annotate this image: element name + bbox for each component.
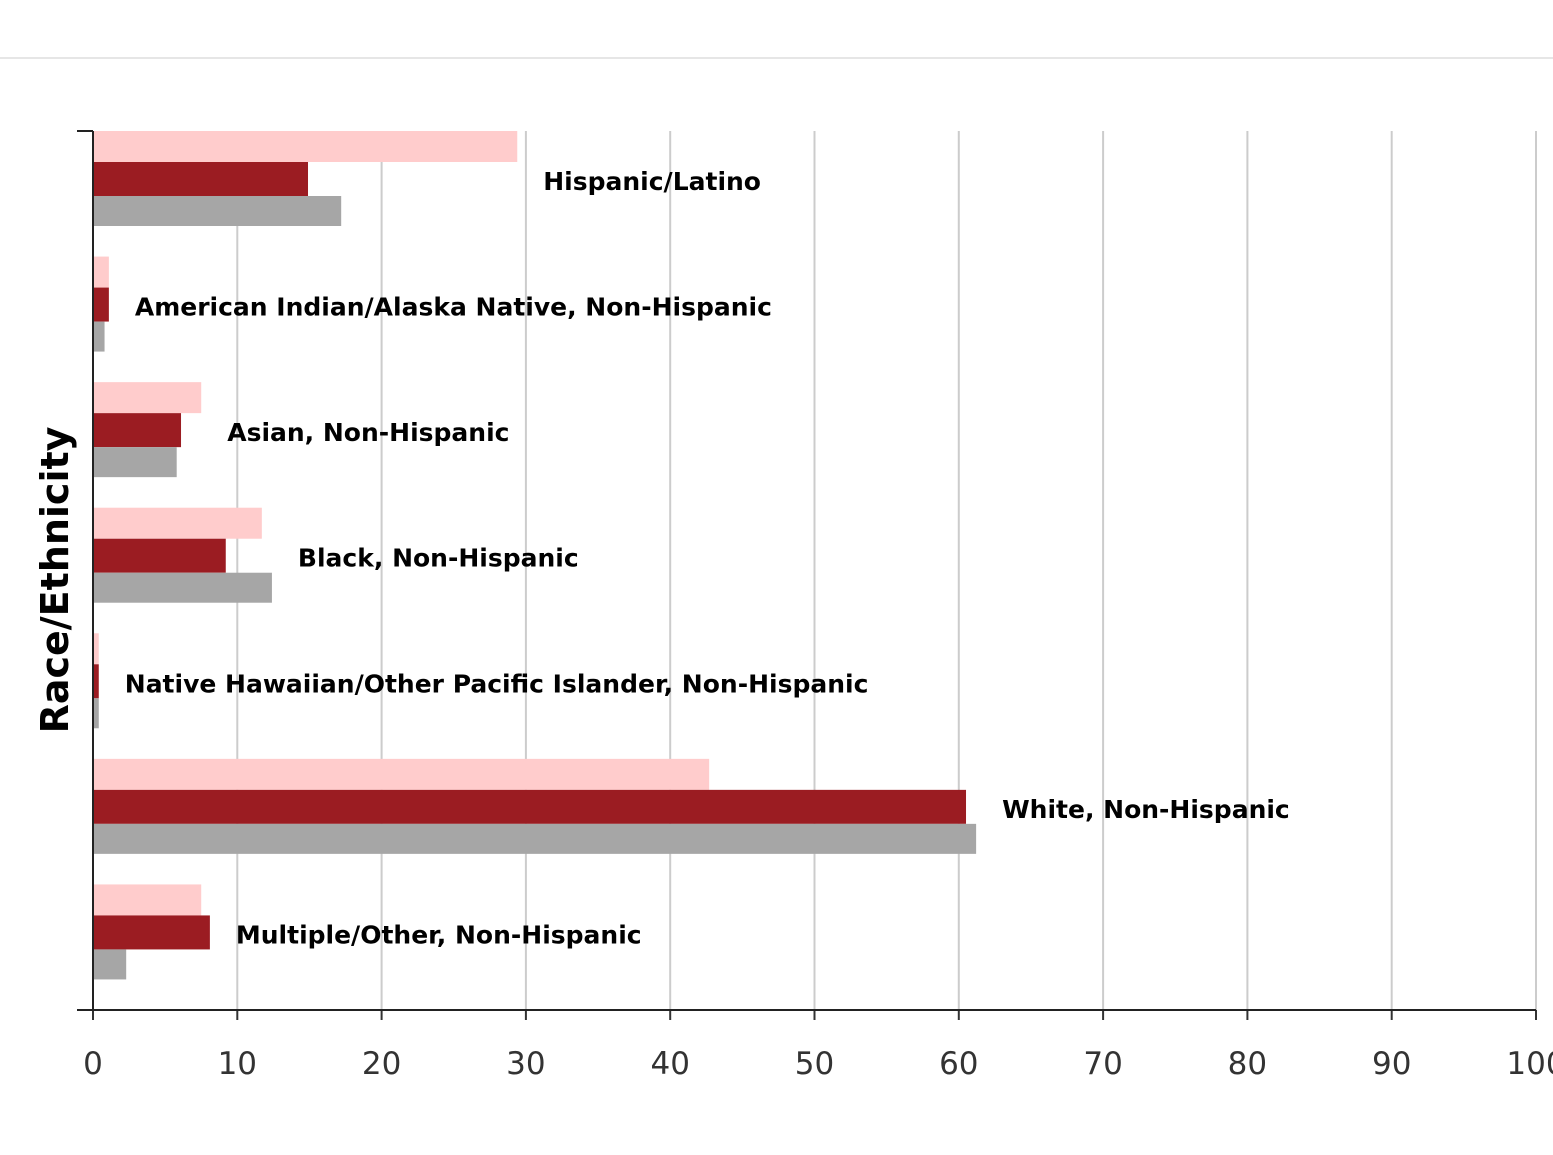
x-tick-label: 10 [218, 1046, 257, 1082]
category-label: American Indian/Alaska Native, Non-Hispa… [135, 293, 772, 322]
gridlines [236, 131, 1537, 1010]
bar-series1-3 [93, 507, 262, 539]
category-label: Black, Non-Hispanic [298, 544, 579, 573]
bar-series3-0 [93, 196, 342, 226]
x-tick-label: 90 [1372, 1046, 1411, 1082]
x-tick-label: 80 [1228, 1046, 1267, 1082]
bar-series2-4 [93, 664, 99, 699]
x-tick-label: 100 [1506, 1046, 1553, 1082]
x-tick-label: 70 [1083, 1046, 1122, 1082]
bar-series1-2 [93, 382, 202, 414]
bar-series3-4 [93, 698, 99, 729]
bar-series3-6 [93, 949, 127, 980]
category-label: Hispanic/Latino [543, 167, 761, 196]
bar-series2-0 [93, 162, 309, 196]
x-tick-label: 50 [795, 1046, 834, 1082]
bar-series2-5 [93, 789, 967, 824]
category-label: Asian, Non-Hispanic [227, 418, 509, 447]
x-tick-label: 60 [939, 1046, 978, 1082]
bar-series3-2 [93, 447, 177, 478]
bar-series1-1 [93, 256, 109, 288]
x-tick-label: 20 [362, 1046, 401, 1082]
bar-series2-2 [93, 413, 182, 448]
bar-series2-6 [93, 915, 210, 950]
bar-series3-3 [93, 572, 272, 603]
bar-series1-5 [93, 758, 710, 790]
bar-series3-1 [93, 321, 105, 352]
axes [77, 130, 1537, 1020]
x-tick-label: 40 [650, 1046, 689, 1082]
bar-series2-1 [93, 287, 109, 322]
bar-series1-4 [93, 633, 99, 665]
category-label: Native Hawaiian/Other Pacific Islander, … [125, 669, 869, 698]
category-label: Multiple/Other, Non-Hispanic [236, 920, 642, 949]
y-axis-title: Race/Ethnicity [33, 426, 77, 733]
header-divider [0, 57, 1553, 59]
bars [93, 131, 977, 980]
category-labels: Hispanic/Latino American Indian/Alaska Na… [125, 167, 1290, 949]
bar-series1-0 [93, 131, 518, 162]
category-label: White, Non-Hispanic [1002, 795, 1290, 824]
bar-series2-3 [93, 538, 226, 573]
bar-series1-6 [93, 884, 202, 916]
x-tick-label: 30 [506, 1046, 545, 1082]
x-tick-label: 0 [83, 1046, 103, 1082]
x-tick-labels: 0 10 20 30 40 50 60 70 80 90 100 [83, 1046, 1553, 1082]
bar-series3-5 [93, 823, 977, 854]
